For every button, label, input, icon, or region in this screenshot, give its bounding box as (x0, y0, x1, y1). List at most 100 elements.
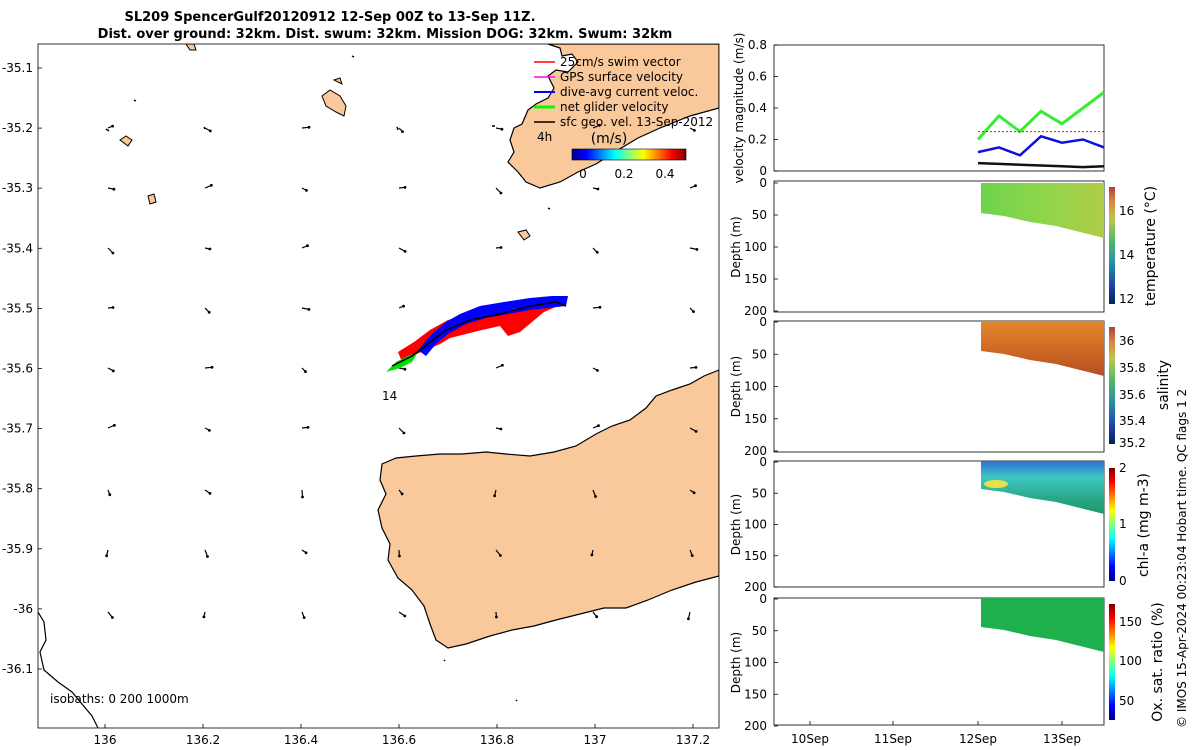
velocity-axes (773, 44, 1105, 172)
temperature-cbar-tick: 14 (1119, 248, 1134, 262)
salinity-panel: salinity 36 35.8 35.6 35.4 35.2 (773, 320, 1172, 453)
temperature-cbar-tick: 12 (1119, 292, 1134, 306)
depth-tick-label: 50 (752, 624, 767, 638)
geo-arrow-head (692, 310, 695, 313)
colorbar-tick: 0 (579, 167, 587, 181)
land-south (377, 369, 719, 649)
geo-arrow-head (111, 616, 114, 619)
lat-tick-label: -35.4 (2, 241, 33, 255)
velocity-series-line (976, 91, 1105, 141)
geo-arrow-head (307, 308, 311, 311)
geostrophic-arrows (105, 123, 699, 621)
temperature-section (981, 183, 1104, 238)
geo-arrow-head (306, 426, 310, 429)
geo-arrow-head (113, 423, 116, 427)
colorbar-unit: (m/s) (591, 131, 628, 147)
depth-tick-label: 200 (744, 304, 767, 318)
time-ticks: 10Sep 11Sep 12Sep 13Sep (791, 721, 1081, 746)
geo-arrow-head (208, 129, 212, 133)
lat-tick-label: -35.2 (2, 121, 33, 135)
geo-arrow-head (693, 129, 696, 132)
chla-colorbar (1109, 468, 1115, 581)
geo-arrow-head (499, 554, 502, 557)
geo-arrow-head (690, 554, 694, 557)
geo-arrow-head (596, 369, 599, 372)
depth-axis-label: Depth (m) (729, 356, 743, 417)
geo-arrow-head (402, 431, 406, 435)
salinity-cbar-tick: 35.2 (1119, 436, 1146, 450)
chla-cbar-tick: 0 (1119, 574, 1127, 588)
geo-arrow-head (304, 370, 307, 373)
lat-tick-label: -35.6 (2, 362, 33, 376)
geo-arrow-head (500, 127, 504, 131)
depth-axis-label: Depth (m) (729, 632, 743, 693)
geo-arrow-head (501, 363, 504, 367)
chla-panel: chl-a (mg m-3) 2 1 0 (773, 460, 1152, 588)
track-line (391, 301, 567, 367)
geo-arrow-head (694, 430, 698, 433)
geo-arrow-head (598, 305, 602, 309)
velocity-ticks: 0 0.2 0.4 0.6 0.8 (748, 38, 778, 178)
lat-tick-label: -35.8 (2, 482, 33, 496)
depth-tick-label: 50 (752, 347, 767, 361)
lat-tick-label: -36 (13, 602, 33, 616)
vel-tick-label: 0.6 (748, 70, 767, 84)
temperature-cbar-label: temperature (°C) (1143, 186, 1159, 306)
depth-axis-label: Depth (m) (729, 494, 743, 555)
island (185, 44, 197, 51)
vel-tick-label: 0 (759, 164, 767, 178)
depth-tick-label: 0 (759, 592, 767, 606)
geo-arrow-head (596, 187, 600, 191)
geo-arrow-head (695, 248, 699, 251)
lat-tick-label: -35.3 (2, 181, 33, 195)
geo-arrow-head (499, 246, 503, 249)
time-tick-label: 11Sep (874, 732, 912, 746)
salinity-cbar-tick: 35.4 (1119, 414, 1146, 428)
chla-cbar-tick: 2 (1119, 461, 1127, 475)
geo-arrow-head (210, 183, 213, 187)
geo-arrow-head (207, 310, 211, 314)
lon-tick-label: 136 (94, 733, 117, 747)
island (119, 135, 133, 147)
lon-tick-label: 137 (584, 733, 607, 747)
map-legend: 25cm/s swim vector GPS surface velocity … (534, 55, 713, 181)
depth-tick-label: 200 (744, 444, 767, 458)
geo-arrow-head (304, 551, 308, 555)
depth-tick-label: 200 (744, 719, 767, 733)
chart-subtitle: Dist. over ground: 32km. Dist. swum: 32k… (98, 27, 673, 42)
time-label: 4h (537, 130, 552, 144)
time-tick-label: 12Sep (959, 732, 997, 746)
geo-arrow-head (306, 244, 309, 248)
depth-tick-label: 100 (744, 656, 767, 670)
geo-arrow-head (111, 306, 115, 309)
oxygen-cbar-tick: 50 (1119, 694, 1134, 708)
geo-arrow-head (403, 250, 407, 253)
lat-tick-label: -35.1 (2, 61, 33, 75)
lat-tick-label: -36.1 (2, 662, 33, 676)
geo-arrow-head (495, 615, 498, 619)
chla-cbar-label: chl-a (mg m-3) (1136, 473, 1152, 577)
salinity-section (981, 321, 1104, 376)
geo-arrow-head (403, 614, 407, 618)
legend-geo: sfc geo. vel. 13-Sep-2012 (560, 115, 713, 129)
velocity-series-line (977, 134, 1105, 157)
geo-arrow-head (499, 191, 503, 195)
geo-arrow-head (400, 492, 404, 496)
geo-arrow-head (208, 247, 212, 251)
credit-line: © IMOS 15-Apr-2024 00:23:04 Hobart time.… (1175, 389, 1189, 728)
depth-panels: temperature (°C) 16 14 12 salinity 36 35… (773, 180, 1172, 726)
velocity-series (976, 91, 1105, 169)
geo-arrow-head (694, 184, 697, 188)
temperature-colorbar (1109, 187, 1115, 304)
lon-tick-label: 136.8 (480, 733, 514, 747)
depth-tick-label: 150 (744, 687, 767, 701)
island (147, 193, 157, 205)
depth-tick-label: 50 (752, 486, 767, 500)
geo-arrow-head (112, 187, 116, 191)
map-speckles (105, 55, 551, 702)
geo-arrow-head (590, 553, 594, 557)
lon-tick-label: 136.4 (284, 733, 318, 747)
lat-tick-label: -35.5 (2, 301, 33, 315)
geo-arrow-head (305, 189, 308, 192)
